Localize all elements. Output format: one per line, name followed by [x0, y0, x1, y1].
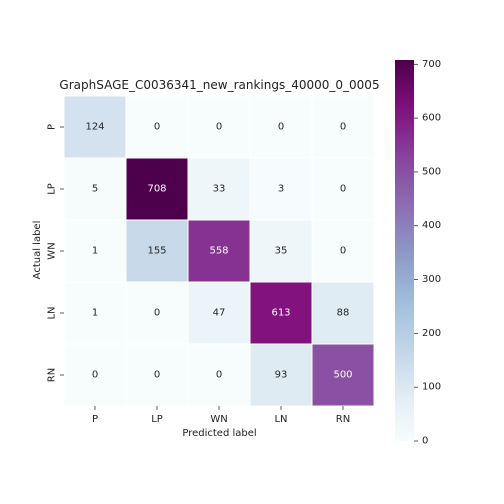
cell-value-label: 1	[92, 308, 98, 319]
heatmap-grid: 124 0 0 0 05 708 33 3 01 155 558 35 01 0 47 613 880 0 0 93 5…	[63, 95, 375, 407]
colorbar-tick-label: 100	[422, 382, 441, 393]
cell-value-label: 0	[340, 122, 346, 133]
y-tick-label: LP	[47, 183, 58, 195]
heatmap-cell	[125, 281, 189, 345]
cell-value-label: 500	[333, 370, 352, 381]
cell-value-label: 3	[278, 184, 284, 195]
x-axis-label: Predicted label	[182, 428, 256, 439]
y-tick-label: P	[47, 124, 58, 130]
heatmap-cell	[249, 281, 313, 345]
heatmap-cell	[187, 157, 251, 221]
cell-value-label: 0	[216, 122, 222, 133]
colorbar-tick-label: 500	[422, 166, 441, 177]
cell-value-label: 0	[154, 370, 160, 381]
cell-value-label: 558	[209, 246, 228, 257]
y-axis-label: Actual label	[32, 221, 43, 280]
heatmap-cell	[63, 95, 127, 159]
heatmap-cell	[187, 281, 251, 345]
colorbar-tick-label: 400	[422, 220, 441, 231]
heatmap-cell	[249, 219, 313, 283]
heatmap-cell	[187, 343, 251, 407]
heatmap-cell	[187, 95, 251, 159]
x-tick-label: RN	[336, 414, 350, 425]
cell-value-label: 0	[278, 122, 284, 133]
y-tick-label: LN	[47, 306, 58, 319]
x-tick-label: WN	[210, 414, 227, 425]
cell-value-label: 33	[213, 184, 226, 195]
heatmap-cell	[311, 343, 375, 407]
chart-title: GraphSAGE_C0036341_new_rankings_40000_0_…	[59, 78, 379, 92]
y-tick-label: RN	[47, 368, 58, 382]
cell-value-label: 47	[213, 308, 226, 319]
cell-value-label: 0	[154, 308, 160, 319]
heatmap-cell	[125, 219, 189, 283]
cell-value-label: 0	[340, 246, 346, 257]
heatmap-cell	[311, 157, 375, 221]
cell-value-label: 93	[275, 370, 288, 381]
heatmap-cell	[63, 343, 127, 407]
heatmap-cell	[125, 343, 189, 407]
y-axis-ticks: P LP WN LN RN	[47, 124, 64, 382]
cell-value-label: 88	[337, 308, 350, 319]
x-tick-label: P	[92, 414, 98, 425]
cell-value-label: 0	[340, 184, 346, 195]
cell-value-label: 155	[147, 246, 166, 257]
heatmap-cell	[125, 95, 189, 159]
cell-value-label: 613	[271, 308, 290, 319]
colorbar-ticks: 0 100 200 300 400 500 600 700	[414, 59, 441, 447]
x-tick-label: LN	[274, 414, 287, 425]
cell-value-label: 0	[154, 122, 160, 133]
cell-value-label: 1	[92, 246, 98, 257]
colorbar-tick-label: 0	[422, 436, 428, 447]
y-tick-label: WN	[47, 242, 58, 259]
cell-value-label: 0	[216, 370, 222, 381]
x-tick-label: LP	[151, 414, 163, 425]
cell-value-label: 124	[85, 122, 104, 133]
colorbar-tick-label: 600	[422, 113, 441, 124]
heatmap-cell	[311, 281, 375, 345]
cell-value-label: 5	[92, 184, 98, 195]
colorbar-tick-label: 300	[422, 274, 441, 285]
cell-value-label: 708	[147, 184, 166, 195]
cell-value-label: 35	[275, 246, 288, 257]
cell-value-label: 0	[92, 370, 98, 381]
colorbar	[395, 60, 414, 441]
colorbar-tick-label: 200	[422, 328, 441, 339]
colorbar-tick-label: 700	[422, 59, 441, 70]
x-axis-ticks: P LP WN LN RN	[92, 406, 350, 425]
